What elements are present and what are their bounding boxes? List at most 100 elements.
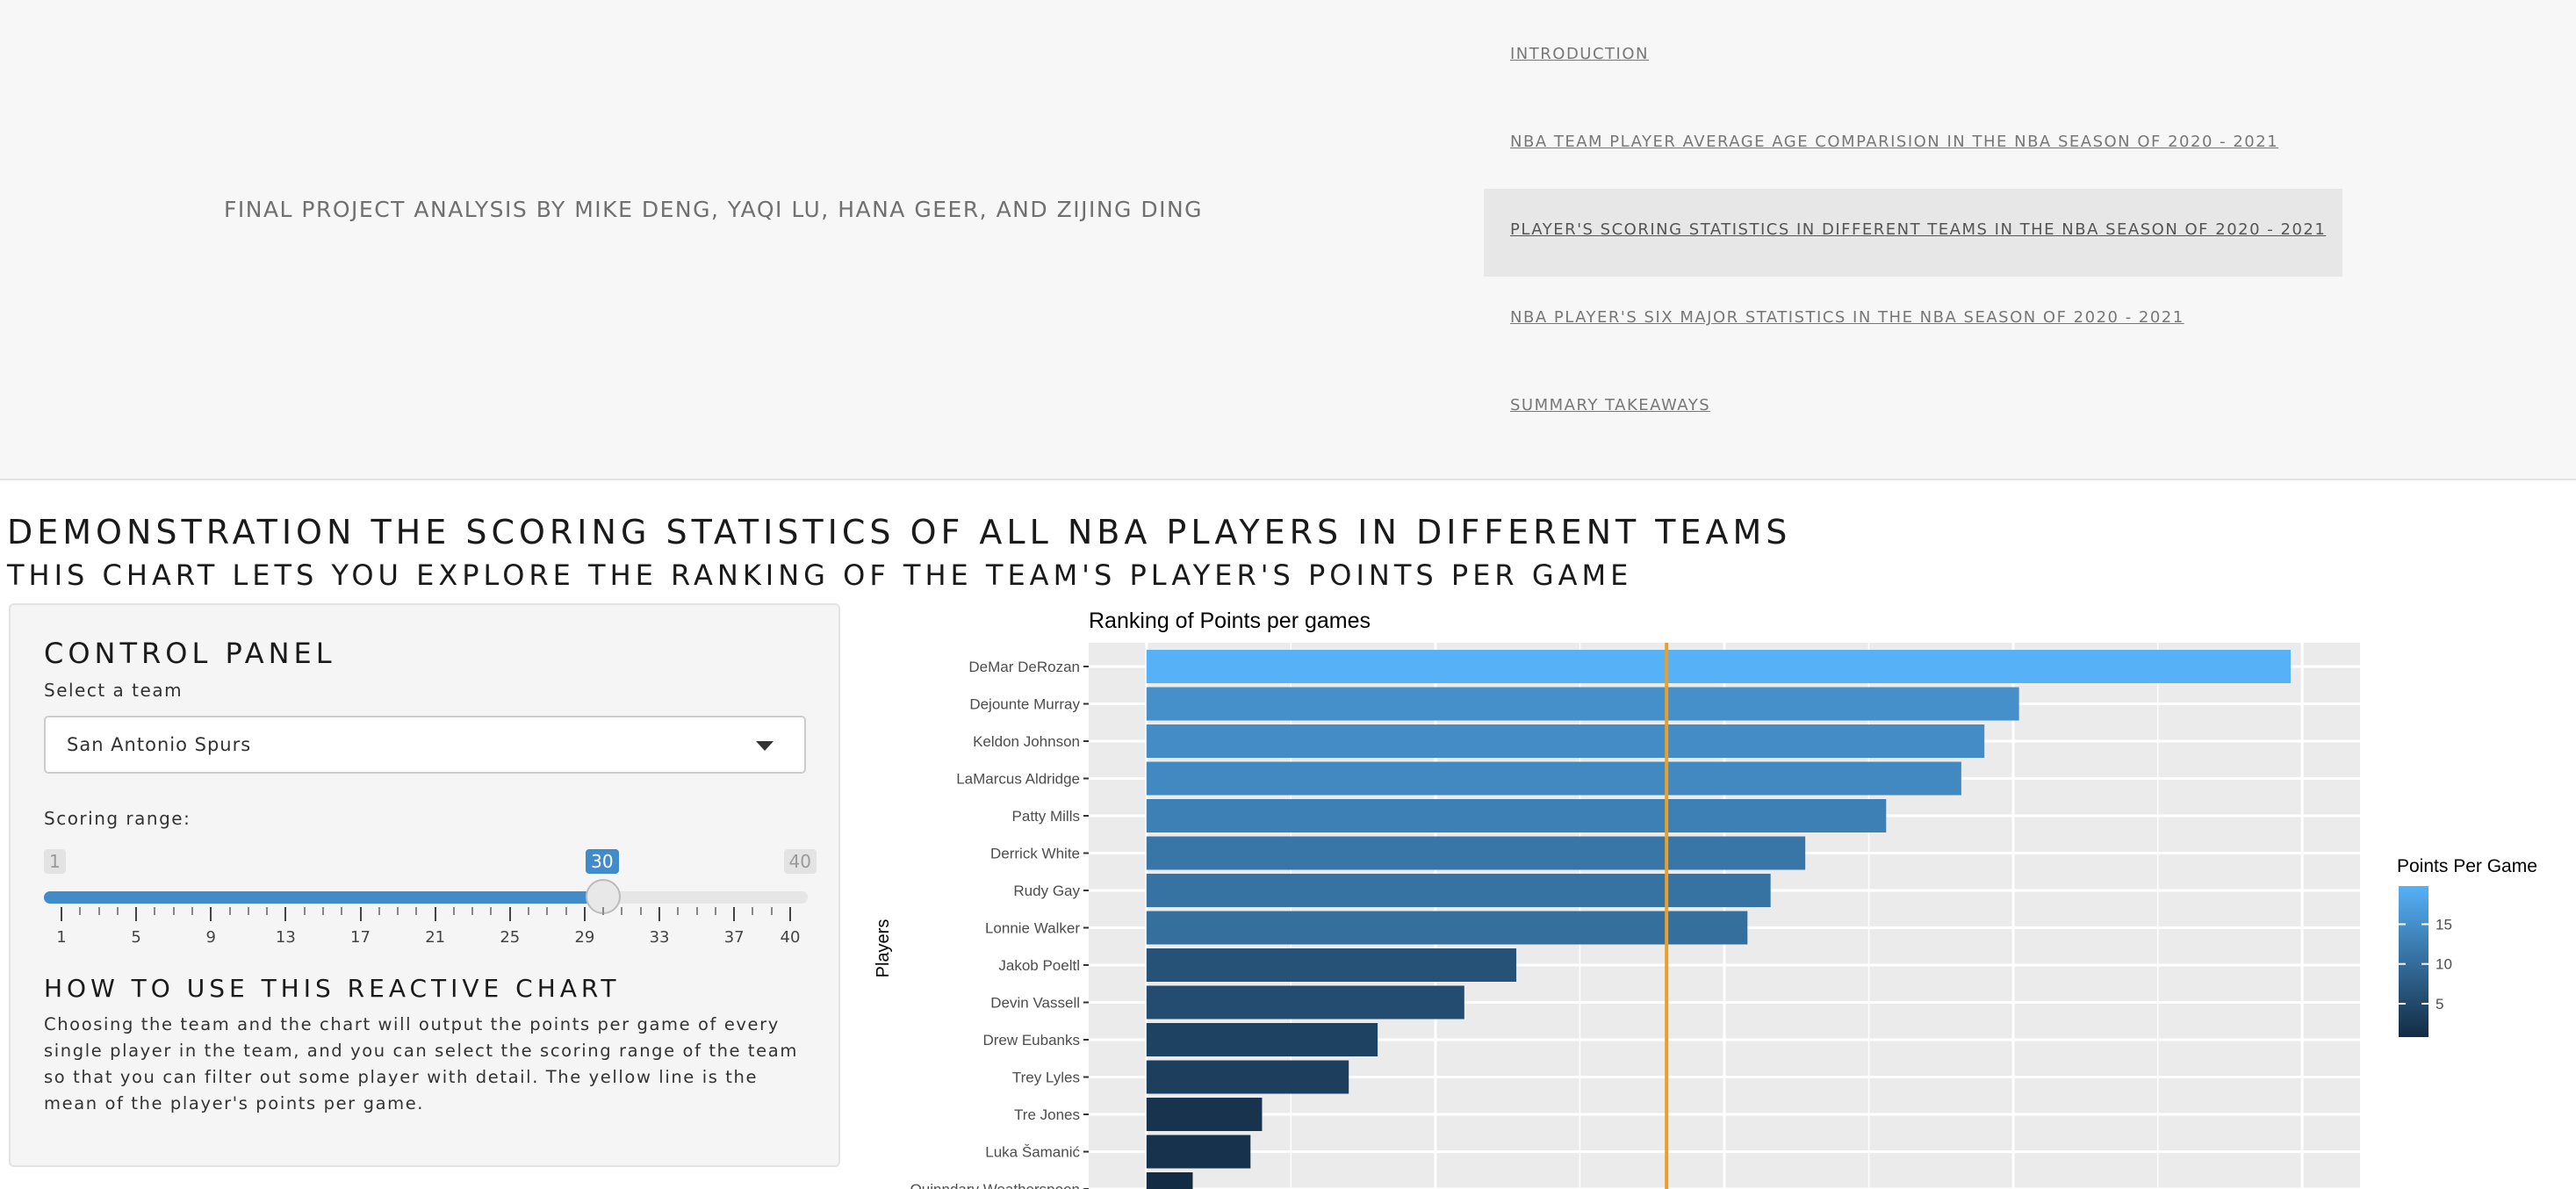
slider-major-tick xyxy=(284,907,287,921)
nav-item[interactable]: SUMMARY TAKEAWAYS xyxy=(1484,364,2342,452)
bar xyxy=(1146,799,1887,832)
bar xyxy=(1146,836,1806,870)
bar xyxy=(1146,874,1771,907)
bar xyxy=(1146,948,1517,982)
nav-link[interactable]: INTRODUCTION xyxy=(1510,45,1649,63)
slider-major-tick xyxy=(61,907,62,921)
page-title: DEMONSTRATION THE SCORING STATISTICS OF … xyxy=(7,513,1792,551)
y-tick-label: Tre Jones xyxy=(1014,1106,1080,1123)
slider-major-tick xyxy=(135,907,138,921)
slider-major-tick xyxy=(733,907,736,921)
slider-tick-label: 29 xyxy=(574,928,595,947)
bar xyxy=(1146,985,1464,1020)
slider-minor-tick xyxy=(602,907,605,915)
slider-minor-tick xyxy=(770,907,773,915)
bar xyxy=(1146,650,2292,683)
scoring-range-label: Scoring range: xyxy=(44,808,191,829)
howto-title: HOW TO USE THIS REACTIVE CHART xyxy=(44,974,621,1003)
y-tick-label: Luka Šamanić xyxy=(985,1144,1080,1161)
y-tick-label: Patty Mills xyxy=(1012,808,1080,825)
slider-minor-tick xyxy=(752,907,754,915)
slider-tick-label: 17 xyxy=(350,928,371,947)
howto-text: Choosing the team and the chart will out… xyxy=(44,1014,798,1113)
y-tick-label: Rudy Gay xyxy=(1013,883,1080,899)
slider-tick-label: 40 xyxy=(780,928,801,947)
slider-tick-label: 21 xyxy=(425,928,446,947)
panel-title: CONTROL PANEL xyxy=(44,637,336,670)
slider-major-tick xyxy=(508,907,511,921)
nav-link[interactable]: PLAYER'S SCORING STATISTICS IN DIFFERENT… xyxy=(1510,220,2327,239)
slider-minor-tick xyxy=(172,907,175,915)
slider-minor-tick xyxy=(639,907,642,915)
y-tick-label: Keldon Johnson xyxy=(973,733,1080,750)
slider-minor-tick xyxy=(397,907,399,915)
nav-item[interactable]: NBA PLAYER'S SIX MAJOR STATISTICS IN THE… xyxy=(1484,277,2342,364)
slider-value-label: 30 xyxy=(586,849,619,874)
slider-minor-tick xyxy=(247,907,249,915)
slider-minor-tick xyxy=(565,907,567,915)
scoring-range-slider[interactable]: 1 30 40 1 5 9 13 17 21 25 29 33 37 40 xyxy=(44,840,817,963)
y-tick-label: Quinndary Weatherspoon xyxy=(910,1181,1080,1189)
y-tick-label: Trey Lyles xyxy=(1012,1070,1080,1086)
nav-item[interactable]: INTRODUCTION xyxy=(1484,13,2342,101)
bar xyxy=(1146,724,1985,758)
slider-tick-label: 25 xyxy=(500,928,521,947)
y-tick-label: Drew Eubanks xyxy=(982,1032,1080,1048)
nav-link[interactable]: NBA TEAM PLAYER AVERAGE AGE COMPARISION … xyxy=(1510,133,2279,151)
slider-minor-tick xyxy=(528,907,530,915)
bar xyxy=(1146,1060,1349,1094)
team-select[interactable]: San Antonio Spurs xyxy=(44,716,806,774)
slider-minor-tick xyxy=(79,907,82,915)
bar xyxy=(1146,911,1748,945)
slider-max-label: 40 xyxy=(783,849,817,874)
slider-minor-tick xyxy=(191,907,193,915)
control-panel: CONTROL PANEL Select a team San Antonio … xyxy=(9,603,840,1167)
legend-title: Points Per Game xyxy=(2397,856,2537,876)
slider-minor-tick xyxy=(154,907,156,915)
slider-minor-tick xyxy=(452,907,455,915)
slider-minor-tick xyxy=(677,907,680,915)
legend-colorbar xyxy=(2399,886,2428,1037)
slider-minor-tick xyxy=(97,907,100,915)
slider-minor-tick xyxy=(415,907,418,915)
legend-tick-label: 15 xyxy=(2436,916,2452,933)
slider-major-tick xyxy=(583,907,586,921)
nav-item[interactable]: PLAYER'S SCORING STATISTICS IN DIFFERENT… xyxy=(1484,189,2342,277)
slider-fill xyxy=(44,891,604,904)
chart-svg: Ranking of Points per games DeMar DeRozan… xyxy=(874,609,2537,1189)
slider-minor-tick xyxy=(695,907,698,915)
slider-minor-tick xyxy=(378,907,380,915)
slider-minor-tick xyxy=(471,907,474,915)
nav-item[interactable]: NBA TEAM PLAYER AVERAGE AGE COMPARISION … xyxy=(1484,101,2342,189)
page-subtitle: THIS CHART LETS YOU EXPLORE THE RANKING … xyxy=(7,558,1633,592)
slider-tick-label: 13 xyxy=(275,928,296,947)
y-tick-label: DeMar DeRozan xyxy=(968,659,1080,675)
y-tick-label: Jakob Poeltl xyxy=(998,957,1080,974)
slider-major-tick xyxy=(210,907,212,921)
slider-minor-tick xyxy=(228,907,231,915)
slider-minor-tick xyxy=(546,907,549,915)
slider-minor-tick xyxy=(266,907,269,915)
slider-major-tick xyxy=(658,907,661,921)
bar xyxy=(1146,687,2019,721)
slider-minor-tick xyxy=(490,907,493,915)
nav-link[interactable]: SUMMARY TAKEAWAYS xyxy=(1510,396,1711,414)
y-tick-label: Lonnie Walker xyxy=(985,920,1080,937)
nav-link[interactable]: NBA PLAYER'S SIX MAJOR STATISTICS IN THE… xyxy=(1510,308,2184,327)
y-tick-label: Dejounte Murray xyxy=(969,696,1080,713)
y-tick-label: LaMarcus Aldridge xyxy=(956,771,1080,788)
slider-tick-label: 5 xyxy=(131,928,141,947)
bar xyxy=(1146,1023,1378,1056)
y-axis-label: Players xyxy=(874,919,893,978)
team-select-value: San Antonio Spurs xyxy=(67,734,252,755)
site-title: FINAL PROJECT ANALYSIS BY MIKE DENG, YAQ… xyxy=(224,197,1204,222)
slider-minor-tick xyxy=(116,907,119,915)
y-tick-label: Derrick White xyxy=(990,846,1080,862)
points-chart: Ranking of Points per games DeMar DeRozan… xyxy=(869,602,2576,1189)
slider-tick-label: 37 xyxy=(723,928,745,947)
slider-minor-tick xyxy=(321,907,324,915)
team-select-label: Select a team xyxy=(44,680,183,701)
legend-tick-label: 5 xyxy=(2436,996,2443,1012)
slider-major-tick xyxy=(434,907,436,921)
slider-tick-label: 33 xyxy=(649,928,670,947)
